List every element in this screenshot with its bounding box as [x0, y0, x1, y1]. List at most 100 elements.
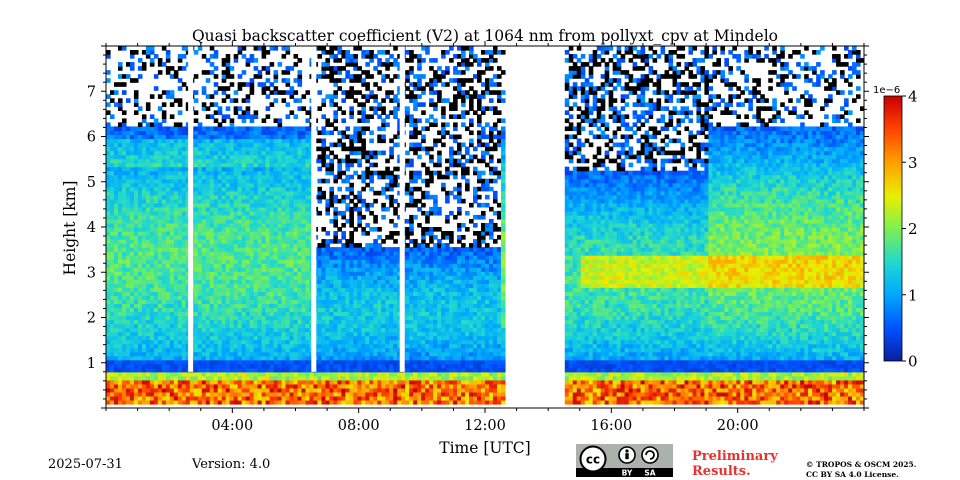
heatmap-cell	[145, 146, 151, 152]
heatmap-cell	[113, 162, 119, 168]
heatmap-cell	[157, 295, 163, 300]
heatmap-cell	[273, 134, 279, 140]
heatmap-cell	[225, 170, 231, 176]
heatmap-cell	[249, 214, 255, 220]
heatmap-cell	[153, 319, 159, 325]
heatmap-cell	[125, 243, 131, 248]
heatmap-cell	[245, 82, 251, 87]
heatmap-cell	[121, 126, 127, 132]
heatmap-cell	[345, 70, 350, 75]
heatmap-cell	[293, 194, 299, 200]
heatmap-cell	[113, 355, 119, 361]
heatmap-cell	[353, 134, 358, 140]
heatmap-cell	[161, 351, 167, 357]
heatmap-cell	[181, 154, 187, 160]
heatmap-cell	[117, 251, 123, 256]
heatmap-cell	[129, 299, 135, 305]
heatmap-cell	[205, 283, 211, 288]
heatmap-cell	[333, 251, 338, 256]
heatmap-cell	[109, 363, 115, 369]
heatmap-cell	[349, 303, 354, 309]
heatmap-cell	[113, 391, 119, 397]
heatmap-cell	[137, 247, 143, 252]
heatmap-cell	[301, 227, 307, 232]
heatmap-cell	[369, 259, 374, 264]
heatmap-cell	[325, 162, 331, 168]
heatmap-cell	[173, 214, 179, 220]
heatmap-cell	[277, 291, 283, 296]
heatmap-cell	[253, 299, 259, 305]
heatmap-cell	[321, 126, 327, 132]
heatmap-cell	[137, 299, 143, 305]
heatmap-cell	[265, 190, 271, 196]
heatmap-cell	[121, 243, 127, 248]
heatmap-cell	[129, 166, 135, 172]
heatmap-cell	[141, 239, 147, 244]
heatmap-cell	[161, 235, 167, 240]
heatmap-cell	[209, 235, 215, 240]
heatmap-cell	[273, 359, 279, 365]
heatmap-cell	[237, 379, 243, 385]
heatmap-cell	[333, 371, 338, 377]
heatmap-cell	[173, 363, 179, 369]
heatmap-cell	[293, 138, 299, 144]
heatmap-cell	[281, 383, 287, 389]
heatmap-cell	[165, 351, 171, 357]
heatmap-cell	[221, 206, 227, 212]
heatmap-cell	[289, 359, 295, 365]
heatmap-cell	[357, 383, 362, 389]
heatmap-cell	[321, 102, 327, 107]
heatmap-cell	[165, 275, 171, 280]
heatmap-cell	[337, 367, 342, 373]
heatmap-cell	[161, 339, 167, 345]
heatmap-cell	[117, 351, 123, 357]
heatmap-cell	[177, 327, 183, 333]
heatmap-cell	[325, 399, 331, 405]
heatmap-cell	[317, 279, 323, 284]
heatmap-cell	[377, 315, 382, 321]
heatmap-cell	[293, 351, 299, 357]
heatmap-cell	[265, 367, 271, 373]
heatmap-cell	[121, 174, 127, 180]
heatmap-cell	[229, 383, 235, 389]
heatmap-cell	[197, 255, 203, 260]
heatmap-cell	[106, 166, 111, 172]
heatmap-cell	[149, 50, 155, 55]
heatmap-cell	[169, 247, 175, 252]
heatmap-cell	[249, 315, 255, 321]
heatmap-cell	[201, 146, 207, 152]
heatmap-cell	[365, 295, 370, 300]
heatmap-cell	[329, 343, 334, 349]
heatmap-cell	[141, 379, 147, 385]
heatmap-cell	[205, 315, 211, 321]
heatmap-cell	[165, 263, 171, 268]
heatmap-cell	[129, 190, 135, 196]
heatmap-cell	[113, 178, 119, 184]
heatmap-cell	[197, 247, 203, 252]
heatmap-cell	[197, 367, 203, 373]
heatmap-cell	[141, 130, 147, 136]
heatmap-cell	[229, 154, 235, 160]
heatmap-cell	[289, 158, 295, 164]
heatmap-cell	[149, 359, 155, 365]
heatmap-cell	[169, 395, 175, 401]
heatmap-cell	[225, 343, 231, 349]
heatmap-cell	[221, 295, 227, 300]
heatmap-cell	[257, 170, 263, 176]
heatmap-cell	[345, 339, 350, 345]
heatmap-cell	[245, 263, 251, 268]
heatmap-cell	[145, 263, 151, 268]
heatmap-cell	[261, 383, 267, 389]
heatmap-cell	[241, 239, 247, 244]
heatmap-cell	[133, 142, 139, 148]
heatmap-cell	[321, 62, 327, 67]
heatmap-cell	[245, 170, 251, 176]
heatmap-cell	[137, 291, 143, 296]
heatmap-cell	[325, 275, 331, 280]
heatmap-cell	[253, 271, 259, 276]
heatmap-cell	[213, 251, 219, 256]
heatmap-cell	[193, 295, 199, 300]
heatmap-cell	[137, 218, 143, 224]
heatmap-cell	[221, 271, 227, 276]
heatmap-cell	[229, 363, 235, 369]
